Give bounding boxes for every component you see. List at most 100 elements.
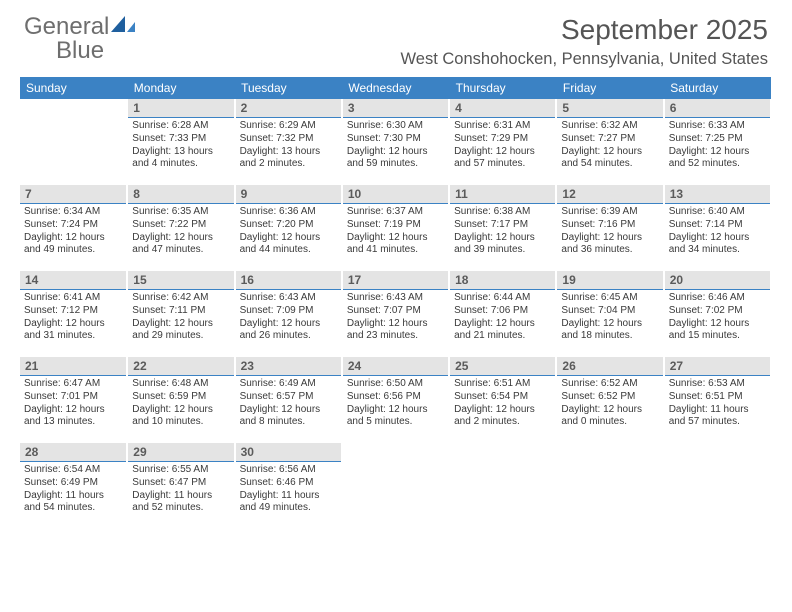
logo-text: General Blue [24, 14, 137, 63]
sunset-line: Sunset: 7:01 PM [24, 391, 122, 404]
sunrise-line: Sunrise: 6:49 AM [240, 378, 337, 391]
day-header: Sunday [20, 77, 127, 99]
sunrise-line: Sunrise: 6:41 AM [24, 292, 122, 305]
calendar-week: 1Sunrise: 6:28 AMSunset: 7:33 PMDaylight… [20, 99, 771, 185]
calendar-cell: 17Sunrise: 6:43 AMSunset: 7:07 PMDayligh… [342, 271, 449, 357]
calendar-cell: 20Sunrise: 6:46 AMSunset: 7:02 PMDayligh… [664, 271, 771, 357]
cell-body: Sunrise: 6:46 AMSunset: 7:02 PMDaylight:… [665, 290, 770, 347]
calendar-week: 21Sunrise: 6:47 AMSunset: 7:01 PMDayligh… [20, 357, 771, 443]
cell-body: Sunrise: 6:53 AMSunset: 6:51 PMDaylight:… [665, 376, 770, 433]
daylight-line: Daylight: 11 hours and 54 minutes. [24, 490, 122, 516]
calendar-cell: 2Sunrise: 6:29 AMSunset: 7:32 PMDaylight… [235, 99, 342, 185]
calendar-cell: 12 Sunrise: 6:39 AMSunset: 7:16 PMDayligh… [556, 185, 663, 271]
sunrise-line: Sunrise: 6:44 AM [454, 292, 551, 305]
daylight-line: Daylight: 12 hours and 8 minutes. [240, 404, 337, 430]
sunset-line: Sunset: 7:02 PM [669, 305, 766, 318]
calendar-cell [449, 443, 556, 529]
sunrise-line: Sunrise: 6:52 AM [561, 378, 658, 391]
daylight-line: Daylight: 12 hours and 23 minutes. [347, 318, 444, 344]
day-number: 15 [128, 271, 233, 290]
daylight-line: Daylight: 12 hours and 5 minutes. [347, 404, 444, 430]
sunrise-line: Sunrise: 6:31 AM [454, 120, 551, 133]
day-number: 4 [450, 99, 555, 118]
calendar-cell: 26Sunrise: 6:52 AMSunset: 6:52 PMDayligh… [556, 357, 663, 443]
day-header: Saturday [664, 77, 771, 99]
cell-body: Sunrise: 6:31 AMSunset: 7:29 PMDaylight:… [450, 118, 555, 175]
sunrise-line: Sunrise: 6:50 AM [347, 378, 444, 391]
calendar-cell: 25Sunrise: 6:51 AMSunset: 6:54 PMDayligh… [449, 357, 556, 443]
month-title: September 2025 [401, 14, 769, 46]
sunset-line: Sunset: 7:07 PM [347, 305, 444, 318]
day-number: 19 [557, 271, 662, 290]
logo: General Blue [24, 14, 137, 63]
calendar-table: SundayMondayTuesdayWednesdayThursdayFrid… [20, 77, 772, 529]
cell-body: Sunrise: 6:34 AMSunset: 7:24 PMDaylight:… [20, 204, 126, 261]
day-number: 14 [20, 271, 126, 290]
sunrise-line: Sunrise: 6:39 AM [561, 206, 658, 219]
day-number: 2 [236, 99, 341, 118]
cell-body: Sunrise: 6:56 AMSunset: 6:46 PMDaylight:… [236, 462, 341, 519]
logo-word1: General [24, 13, 109, 40]
sunrise-line: Sunrise: 6:43 AM [240, 292, 337, 305]
day-number: 3 [343, 99, 448, 118]
calendar-cell: 6Sunrise: 6:33 AMSunset: 7:25 PMDaylight… [664, 99, 771, 185]
sunset-line: Sunset: 7:06 PM [454, 305, 551, 318]
sunset-line: Sunset: 7:11 PM [132, 305, 229, 318]
daylight-line: Daylight: 11 hours and 52 minutes. [132, 490, 229, 516]
sunrise-line: Sunrise: 6:47 AM [24, 378, 122, 391]
daylight-line: Daylight: 12 hours and 49 minutes. [24, 232, 122, 258]
sunset-line: Sunset: 6:59 PM [132, 391, 229, 404]
cell-body: Sunrise: 6:47 AMSunset: 7:01 PMDaylight:… [20, 376, 126, 433]
calendar-cell: 9Sunrise: 6:36 AMSunset: 7:20 PMDaylight… [235, 185, 342, 271]
day-number: 23 [236, 357, 341, 376]
day-number: 24 [343, 357, 448, 376]
cell-body: Sunrise: 6:49 AMSunset: 6:57 PMDaylight:… [236, 376, 341, 433]
sunrise-line: Sunrise: 6:37 AM [347, 206, 444, 219]
day-number: 16 [236, 271, 341, 290]
day-header: Thursday [449, 77, 556, 99]
daylight-line: Daylight: 12 hours and 0 minutes. [561, 404, 658, 430]
calendar-cell: 10Sunrise: 6:37 AMSunset: 7:19 PMDayligh… [342, 185, 449, 271]
sunset-line: Sunset: 7:16 PM [561, 219, 658, 232]
sunset-line: Sunset: 6:52 PM [561, 391, 658, 404]
cell-body: Sunrise: 6:52 AMSunset: 6:52 PMDaylight:… [557, 376, 662, 433]
day-number: 1 [128, 99, 233, 118]
sunset-line: Sunset: 7:27 PM [561, 133, 658, 146]
sunrise-line: Sunrise: 6:56 AM [240, 464, 337, 477]
day-header-row: SundayMondayTuesdayWednesdayThursdayFrid… [20, 77, 771, 99]
calendar-cell: 13Sunrise: 6:40 AMSunset: 7:14 PMDayligh… [664, 185, 771, 271]
daylight-line: Daylight: 12 hours and 21 minutes. [454, 318, 551, 344]
cell-body: Sunrise: 6:55 AMSunset: 6:47 PMDaylight:… [128, 462, 233, 519]
day-number: 20 [665, 271, 770, 290]
sunset-line: Sunset: 7:04 PM [561, 305, 658, 318]
calendar-cell: 15 Sunrise: 6:42 AMSunset: 7:11 PMDayligh… [127, 271, 234, 357]
sunrise-line: Sunrise: 6:32 AM [561, 120, 658, 133]
day-number: 9 [236, 185, 341, 204]
calendar-cell: 1Sunrise: 6:28 AMSunset: 7:33 PMDaylight… [127, 99, 234, 185]
sunrise-line: Sunrise: 6:38 AM [454, 206, 551, 219]
day-number: 10 [343, 185, 448, 204]
logo-word2: Blue [56, 37, 104, 64]
calendar-cell: 29Sunrise: 6:55 AMSunset: 6:47 PMDayligh… [127, 443, 234, 529]
sunrise-line: Sunrise: 6:42 AM [132, 292, 229, 305]
cell-body: Sunrise: 6:51 AMSunset: 6:54 PMDaylight:… [450, 376, 555, 433]
day-number: 11 [450, 185, 555, 204]
daylight-line: Daylight: 12 hours and 36 minutes. [561, 232, 658, 258]
sunset-line: Sunset: 7:17 PM [454, 219, 551, 232]
cell-body: Sunrise: 6:29 AMSunset: 7:32 PMDaylight:… [236, 118, 341, 175]
day-number: 22 [128, 357, 233, 376]
daylight-line: Daylight: 12 hours and 2 minutes. [454, 404, 551, 430]
title-block: September 2025 West Conshohocken, Pennsy… [401, 14, 769, 69]
day-number: 12 [557, 185, 662, 204]
sunrise-line: Sunrise: 6:30 AM [347, 120, 444, 133]
sunrise-line: Sunrise: 6:35 AM [132, 206, 229, 219]
cell-body: Sunrise: 6:43 AMSunset: 7:07 PMDaylight:… [343, 290, 448, 347]
sunset-line: Sunset: 7:32 PM [240, 133, 337, 146]
daylight-line: Daylight: 11 hours and 57 minutes. [669, 404, 766, 430]
cell-body: Sunrise: 6:35 AMSunset: 7:22 PMDaylight:… [128, 204, 233, 261]
calendar-cell: 7Sunrise: 6:34 AMSunset: 7:24 PMDaylight… [20, 185, 127, 271]
calendar-head: SundayMondayTuesdayWednesdayThursdayFrid… [20, 77, 771, 99]
daylight-line: Daylight: 12 hours and 29 minutes. [132, 318, 229, 344]
cell-body: Sunrise: 6:44 AMSunset: 7:06 PMDaylight:… [450, 290, 555, 347]
sunset-line: Sunset: 7:19 PM [347, 219, 444, 232]
